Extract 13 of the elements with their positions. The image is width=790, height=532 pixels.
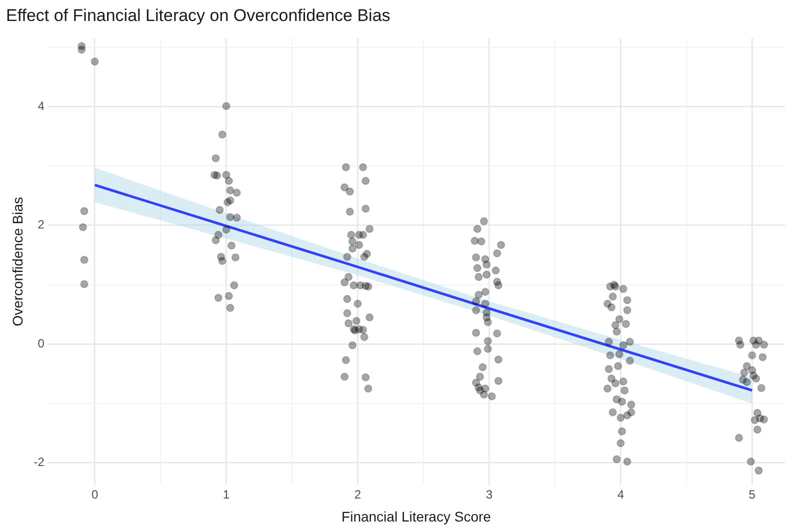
x-tick-label: 0 <box>91 487 98 502</box>
x-tick-label: 2 <box>354 487 362 502</box>
y-tick-label: 4 <box>38 98 45 113</box>
y-tick-label: 2 <box>38 218 45 232</box>
x-tick-label: 5 <box>748 487 756 502</box>
y-tick-label: 0 <box>38 336 45 350</box>
x-tick-label: 1 <box>222 487 230 502</box>
x-axis-title: Financial Literacy Score <box>342 508 492 524</box>
x-tick-label: 3 <box>486 487 493 502</box>
x-tick-label: 4 <box>617 487 624 502</box>
chart-title: Effect of Financial Literacy on Overconfidence Bias <box>6 6 390 25</box>
y-tick-label: -2 <box>34 455 45 470</box>
y-axis-title: Overconfidence Bias <box>9 197 26 326</box>
